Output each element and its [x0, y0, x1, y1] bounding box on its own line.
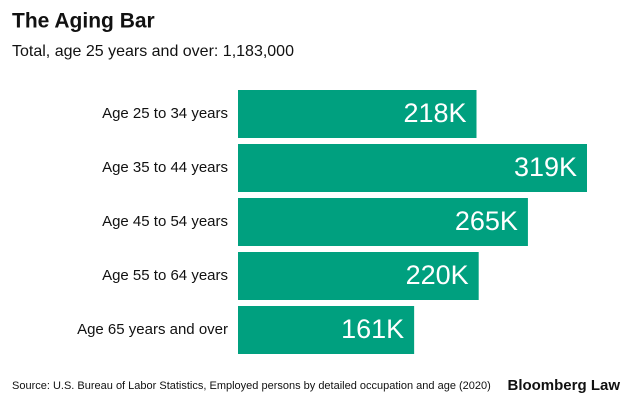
category-label: Age 35 to 44 years	[102, 159, 228, 176]
chart-subtitle: Total, age 25 years and over: 1,183,000	[12, 43, 294, 60]
bar	[238, 306, 415, 354]
value-label: 220K	[406, 260, 469, 290]
brand: Bloomberg Law	[507, 377, 620, 394]
value-label: 265K	[455, 206, 518, 236]
value-label: 161K	[341, 314, 404, 344]
bar	[238, 144, 587, 192]
value-label: 218K	[403, 98, 466, 128]
bar	[238, 90, 477, 138]
bar	[238, 198, 528, 246]
value-label: 319K	[514, 152, 577, 182]
category-label: Age 45 to 54 years	[102, 213, 228, 230]
chart-title: The Aging Bar	[12, 10, 155, 33]
source-note: Source: U.S. Bureau of Labor Statistics,…	[12, 380, 491, 392]
category-label: Age 55 to 64 years	[102, 267, 228, 284]
bar	[238, 252, 479, 300]
category-label: Age 25 to 34 years	[102, 105, 228, 122]
category-label: Age 65 years and over	[77, 321, 228, 338]
